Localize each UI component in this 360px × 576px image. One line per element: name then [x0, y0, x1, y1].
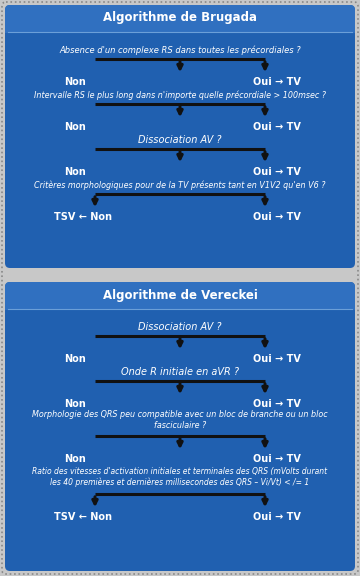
FancyBboxPatch shape: [5, 5, 355, 268]
Text: Oui → TV: Oui → TV: [253, 454, 301, 464]
Text: Morphologie des QRS peu compatible avec un bloc de branche ou un bloc
fasciculai: Morphologie des QRS peu compatible avec …: [32, 410, 328, 430]
Text: Oui → TV: Oui → TV: [253, 77, 301, 87]
Text: Oui → TV: Oui → TV: [253, 212, 301, 222]
FancyBboxPatch shape: [5, 282, 355, 308]
FancyBboxPatch shape: [5, 282, 355, 571]
Text: Non: Non: [64, 399, 86, 409]
Bar: [5, 295, 355, 310]
Text: Ratio des vitesses d'activation initiales et terminales des QRS (mVolts durant
l: Ratio des vitesses d'activation initiale…: [32, 467, 328, 487]
Text: Non: Non: [64, 167, 86, 177]
Text: Oui → TV: Oui → TV: [253, 399, 301, 409]
Text: Oui → TV: Oui → TV: [253, 167, 301, 177]
Text: Oui → TV: Oui → TV: [253, 512, 301, 522]
Text: Oui → TV: Oui → TV: [253, 122, 301, 132]
Text: Intervalle RS le plus long dans n'importe quelle précordiale > 100msec ?: Intervalle RS le plus long dans n'import…: [34, 90, 326, 100]
Text: Onde R initiale en aVR ?: Onde R initiale en aVR ?: [121, 367, 239, 377]
Text: TSV ← Non: TSV ← Non: [54, 212, 112, 222]
Text: Algorithme de Vereckei: Algorithme de Vereckei: [103, 289, 257, 301]
FancyBboxPatch shape: [5, 5, 355, 31]
Text: Critères morphologiques pour de la TV présents tant en V1V2 qu'en V6 ?: Critères morphologiques pour de la TV pr…: [34, 180, 326, 190]
Text: Non: Non: [64, 122, 86, 132]
Text: Non: Non: [64, 454, 86, 464]
Text: Dissociation AV ?: Dissociation AV ?: [138, 322, 222, 332]
Text: Non: Non: [64, 77, 86, 87]
Bar: [5, 18, 355, 33]
Text: TSV ← Non: TSV ← Non: [54, 512, 112, 522]
Text: Absence d'un complexe RS dans toutes les précordiales ?: Absence d'un complexe RS dans toutes les…: [59, 46, 301, 55]
Text: Oui → TV: Oui → TV: [253, 354, 301, 364]
Text: Non: Non: [64, 354, 86, 364]
Text: Algorithme de Brugada: Algorithme de Brugada: [103, 12, 257, 25]
Text: Dissociation AV ?: Dissociation AV ?: [138, 135, 222, 145]
